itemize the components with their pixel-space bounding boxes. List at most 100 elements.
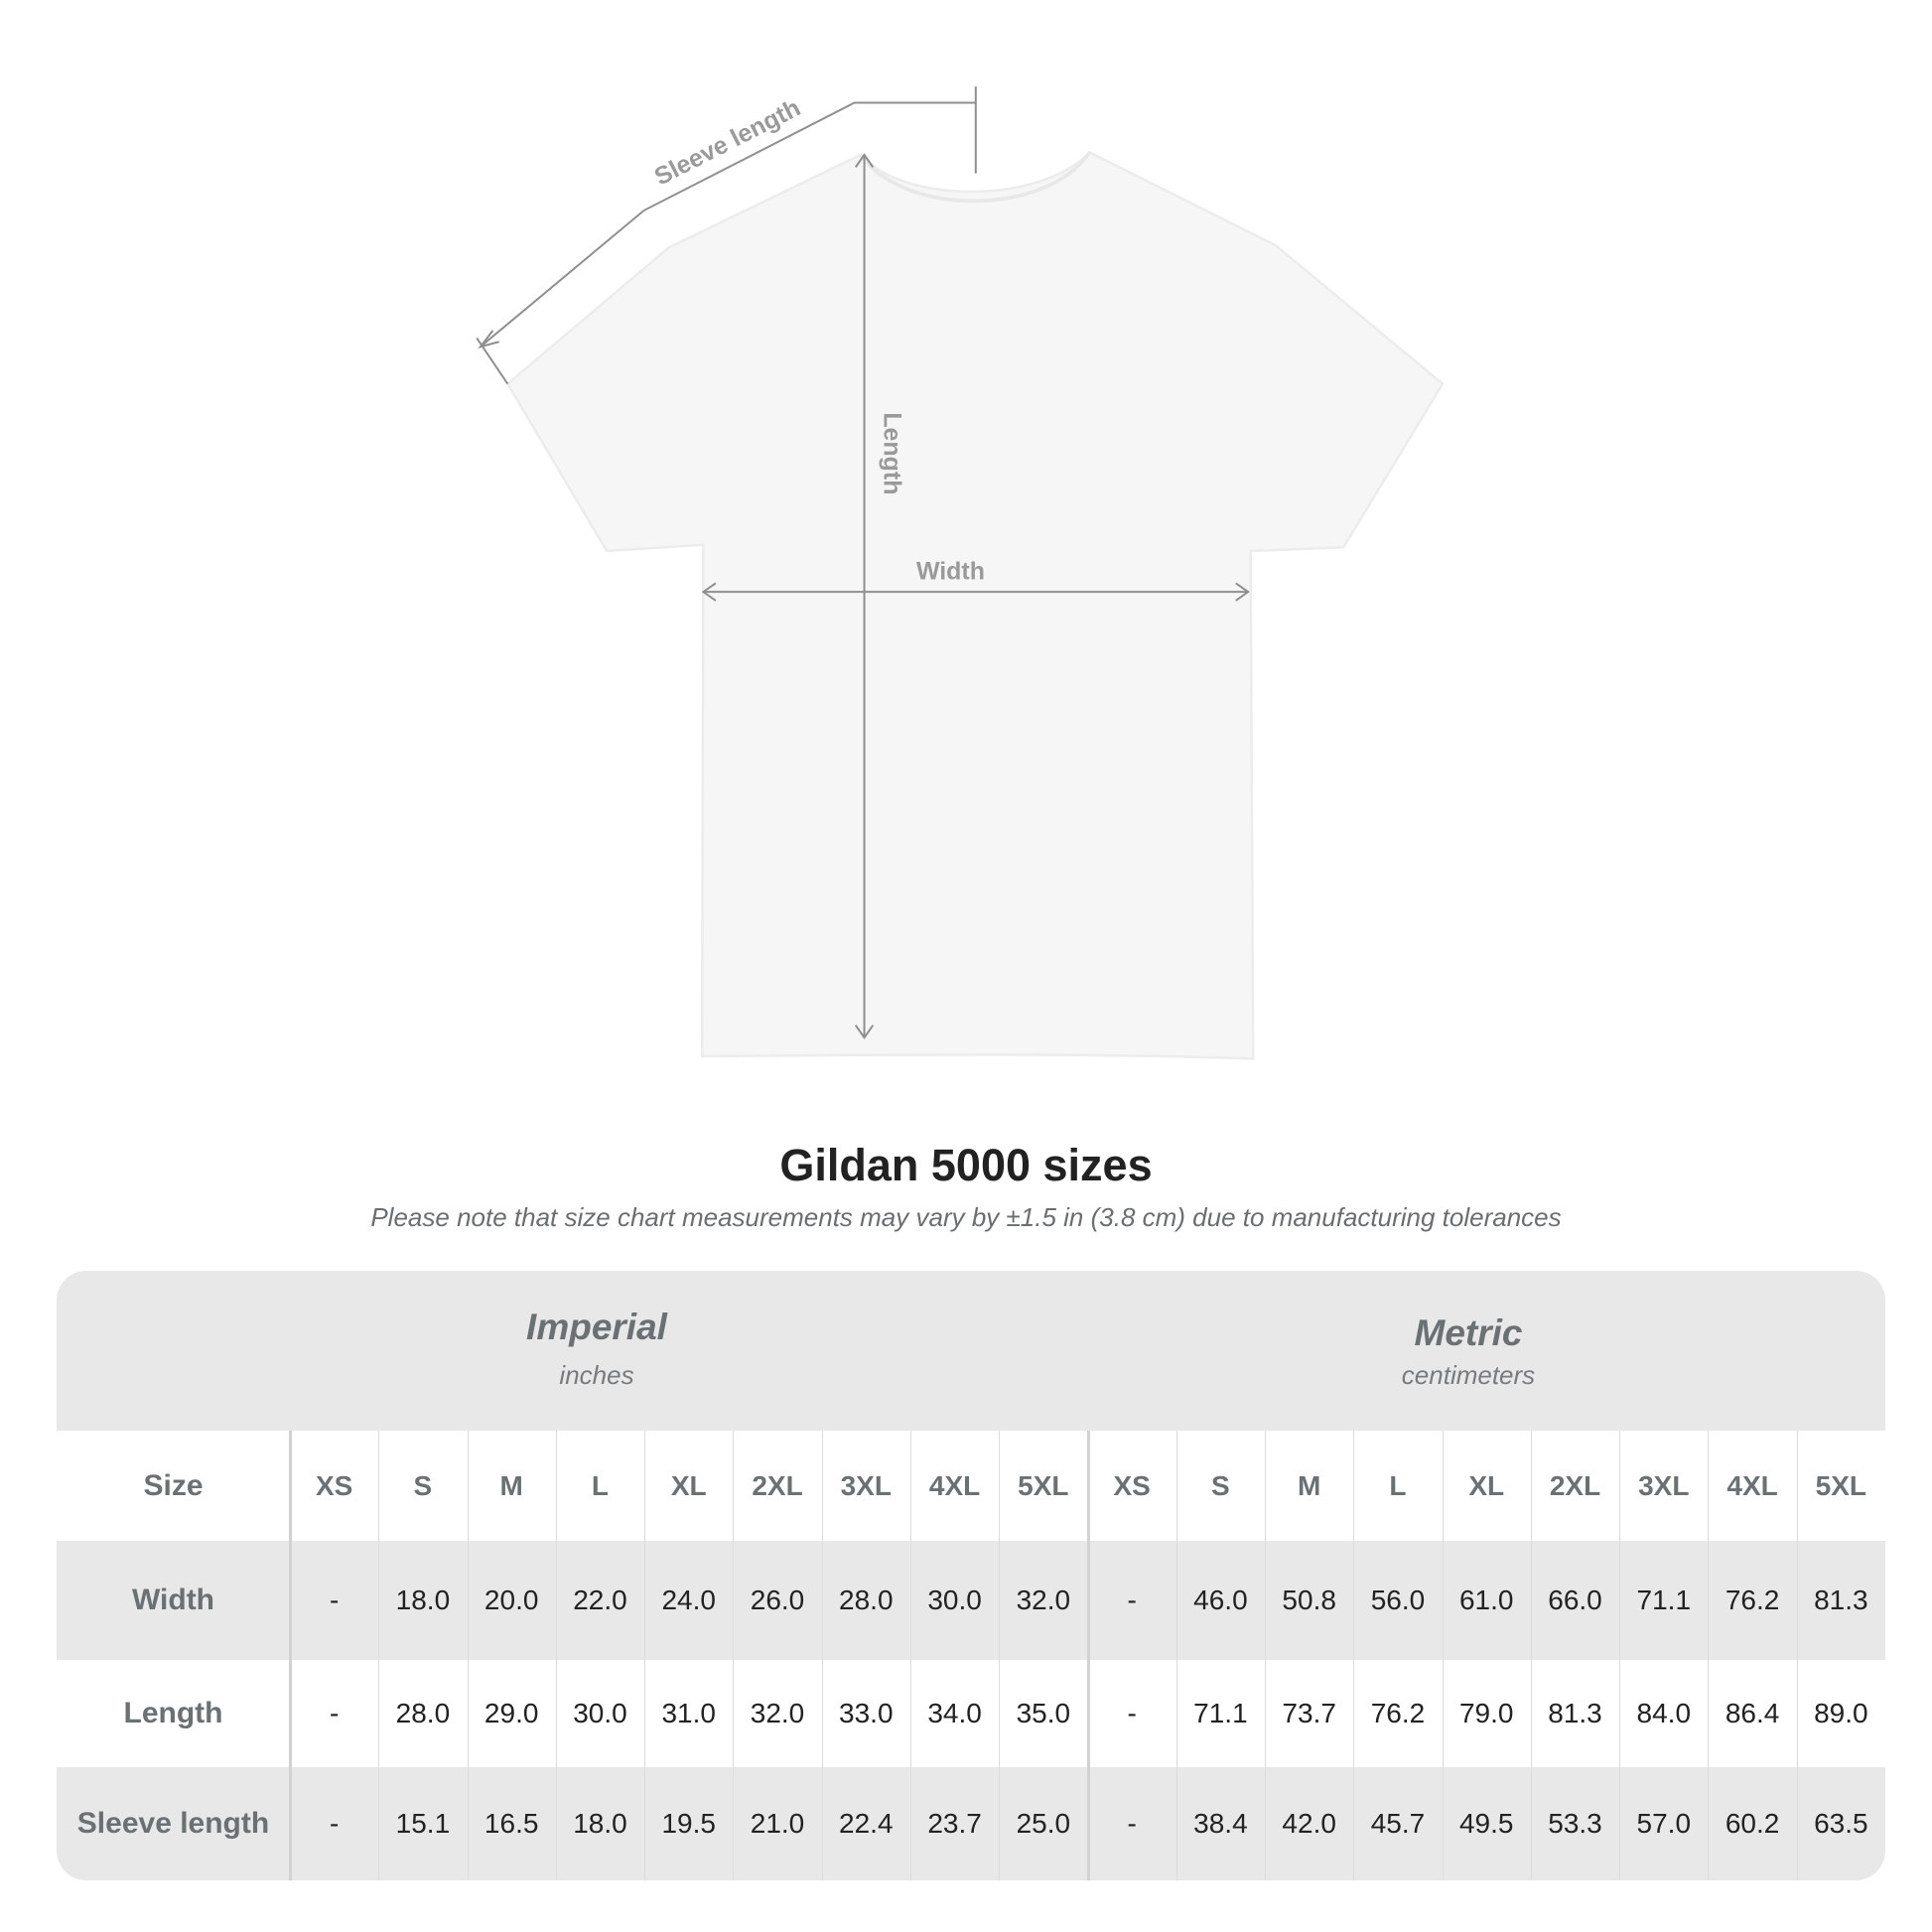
cell-sleeve-length-imperial-m: 16.5 (483, 1808, 539, 1839)
sleeve-length-label: Sleeve length (650, 93, 805, 191)
size-header-imperial-3xl: 3XL (840, 1469, 892, 1501)
column-divider (644, 1431, 646, 1880)
cell-length-metric-5xl: 89.0 (1814, 1698, 1868, 1728)
size-header-metric-xl: XL (1468, 1469, 1505, 1501)
size-header-metric-s: S (1211, 1469, 1230, 1501)
size-header-metric-4xl: 4XL (1726, 1469, 1778, 1501)
size-header-imperial-m: M (499, 1469, 523, 1501)
cell-length-metric-3xl: 84.0 (1636, 1698, 1692, 1728)
cell-width-imperial-xl: 24.0 (661, 1585, 716, 1615)
row-label-width: Width (131, 1584, 215, 1616)
cell-length-imperial-m: 29.0 (483, 1698, 539, 1728)
column-divider (909, 1431, 911, 1880)
size-header-metric-xs: XS (1113, 1469, 1151, 1501)
size-header-imperial-xs: XS (315, 1469, 353, 1501)
cell-sleeve-length-metric-m: 42.0 (1282, 1808, 1336, 1839)
cell-width-imperial-4xl: 30.0 (927, 1585, 982, 1615)
column-divider (555, 1431, 557, 1880)
cell-width-imperial-s: 18.0 (395, 1585, 451, 1615)
cell-length-metric-m: 73.7 (1282, 1698, 1336, 1728)
cell-sleeve-length-metric-xl: 49.5 (1458, 1808, 1514, 1839)
metric-header: Metric centimeters (1171, 1312, 1766, 1391)
width-label: Width (916, 558, 985, 586)
cell-length-metric-s: 71.1 (1193, 1698, 1248, 1728)
row-band-sleeve (57, 1767, 1885, 1880)
imperial-title: Imperial (526, 1307, 667, 1347)
column-divider (1086, 1431, 1090, 1880)
system-header-band (57, 1271, 1885, 1431)
size-header-metric-3xl: 3XL (1638, 1469, 1690, 1501)
cell-sleeve-length-imperial-3xl: 22.4 (839, 1808, 894, 1839)
cell-width-imperial-2xl: 26.0 (750, 1585, 805, 1615)
cell-width-imperial-m: 20.0 (483, 1585, 539, 1615)
length-label: Length (879, 412, 906, 494)
column-divider (1619, 1431, 1621, 1880)
column-divider (999, 1431, 1001, 1880)
cell-sleeve-length-imperial-s: 15.1 (395, 1808, 451, 1839)
column-divider (821, 1431, 823, 1880)
metric-title: Metric (1414, 1312, 1523, 1353)
cell-sleeve-length-imperial-5xl: 25.0 (1016, 1808, 1071, 1839)
cell-sleeve-length-metric-xs: - (1127, 1808, 1137, 1839)
size-header-metric-l: L (1389, 1469, 1407, 1501)
cell-sleeve-length-metric-3xl: 57.0 (1636, 1808, 1692, 1839)
cell-length-imperial-5xl: 35.0 (1016, 1698, 1071, 1728)
cell-length-metric-4xl: 86.4 (1725, 1698, 1780, 1728)
size-header-metric-m: M (1298, 1469, 1321, 1501)
cell-width-metric-xl: 61.0 (1458, 1585, 1514, 1615)
cell-sleeve-length-imperial-xl: 19.5 (661, 1808, 716, 1839)
cell-sleeve-length-imperial-4xl: 23.7 (927, 1808, 982, 1839)
column-divider (1175, 1431, 1177, 1880)
size-header-metric-2xl: 2XL (1549, 1469, 1601, 1501)
column-divider (1530, 1431, 1532, 1880)
column-divider (1265, 1431, 1267, 1880)
column-divider (733, 1431, 735, 1880)
cell-length-imperial-xs: - (329, 1698, 340, 1728)
cell-width-metric-m: 50.8 (1282, 1585, 1336, 1615)
cell-sleeve-length-metric-l: 45.7 (1370, 1808, 1426, 1839)
column-divider (378, 1431, 380, 1880)
cell-length-imperial-3xl: 33.0 (839, 1698, 894, 1728)
size-header-imperial-xl: XL (670, 1469, 707, 1501)
cell-width-metric-s: 46.0 (1193, 1585, 1248, 1615)
imperial-header: Imperial inches (299, 1307, 895, 1391)
size-header-imperial-l: L (591, 1469, 610, 1501)
column-divider (1796, 1431, 1798, 1880)
size-header-imperial-4xl: 4XL (928, 1469, 981, 1501)
size-table: Imperial inches Metric centimeters Size X… (57, 1271, 1885, 1880)
cell-length-imperial-4xl: 34.0 (927, 1698, 982, 1728)
tolerance-note: Please note that size chart measurements… (370, 1202, 1562, 1232)
cell-sleeve-length-metric-s: 38.4 (1193, 1808, 1248, 1839)
cell-width-metric-5xl: 81.3 (1814, 1585, 1868, 1615)
tshirt-collar (859, 151, 1092, 204)
cell-length-imperial-s: 28.0 (395, 1698, 451, 1728)
row-label-sleeve-length: Sleeve length (76, 1807, 270, 1840)
cell-width-metric-4xl: 76.2 (1725, 1585, 1780, 1615)
size-header-imperial-2xl: 2XL (752, 1469, 803, 1501)
cell-sleeve-length-imperial-xs: - (329, 1808, 340, 1839)
cell-length-metric-xl: 79.0 (1458, 1698, 1514, 1728)
cell-sleeve-length-metric-4xl: 60.2 (1725, 1808, 1780, 1839)
metric-unit: centimeters (1401, 1360, 1536, 1390)
page-title: Gildan 5000 sizes (779, 1140, 1153, 1190)
row-band-width (57, 1541, 1885, 1660)
cell-width-imperial-l: 22.0 (573, 1585, 627, 1615)
size-header-label: Size (143, 1468, 204, 1502)
column-divider (289, 1431, 292, 1880)
column-divider (467, 1431, 469, 1880)
imperial-unit: inches (559, 1360, 634, 1390)
cell-width-metric-2xl: 66.0 (1548, 1585, 1602, 1615)
size-header-metric-5xl: 5XL (1815, 1469, 1867, 1501)
cell-length-metric-2xl: 81.3 (1548, 1698, 1602, 1728)
cell-length-metric-xs: - (1127, 1698, 1137, 1728)
cell-sleeve-length-imperial-2xl: 21.0 (750, 1808, 805, 1839)
cell-length-imperial-2xl: 32.0 (750, 1698, 805, 1728)
cell-width-metric-xs: - (1127, 1585, 1137, 1615)
size-header-imperial-s: S (413, 1469, 433, 1501)
cell-width-metric-3xl: 71.1 (1636, 1585, 1692, 1615)
tshirt-diagram: Sleeve length Length Width (476, 86, 1445, 1060)
row-label-length: Length (123, 1697, 223, 1729)
cell-sleeve-length-imperial-l: 18.0 (573, 1808, 627, 1839)
cell-sleeve-length-metric-5xl: 63.5 (1814, 1808, 1868, 1839)
tshirt-shape (505, 150, 1445, 1060)
